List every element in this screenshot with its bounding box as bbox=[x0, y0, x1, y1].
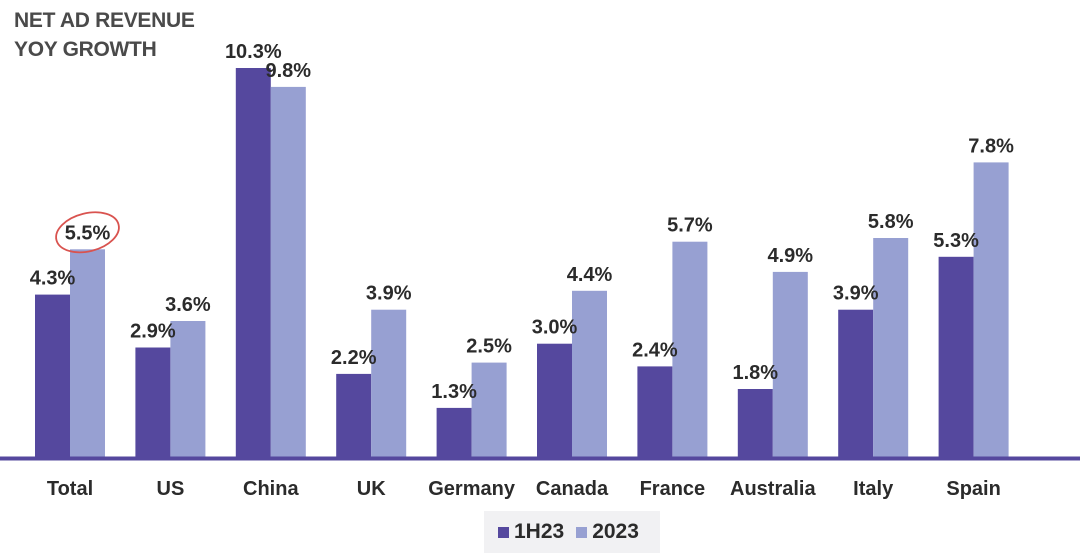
bar-2023-canada bbox=[572, 290, 607, 457]
legend-label-1h23: 1H23 bbox=[514, 520, 565, 543]
data-label-2023-canada: 4.4% bbox=[567, 264, 613, 286]
bar-chart: 4.3% 5.5% 2.9% 3.6% 10.3%9.8% 2.2% 3.9% 1.3% 2.5… bbox=[0, 41, 1080, 500]
bar-1h23-us bbox=[135, 347, 171, 457]
data-labels-layer: 4.3% 5.5% 2.9% 3.6% 10.3%9.8% 2.2% 3.9% 1.3% 2.5… bbox=[30, 41, 1014, 403]
highlight-circle bbox=[55, 211, 120, 254]
data-label-2023-france: 5.7% bbox=[667, 215, 713, 237]
data-label-1h23-italy: 3.9% bbox=[833, 283, 879, 305]
category-label-germany: Germany bbox=[428, 478, 516, 500]
bar-1h23-australia bbox=[737, 389, 773, 457]
bar-2023-spain bbox=[973, 162, 1009, 457]
data-label-1h23-total: 4.3% bbox=[30, 268, 76, 290]
category-label-us: US bbox=[157, 478, 185, 500]
data-label-1h23-us: 2.9% bbox=[130, 321, 176, 343]
bar-2023-total bbox=[70, 249, 105, 457]
bar-1h23-spain bbox=[938, 256, 974, 457]
category-label-france: France bbox=[640, 478, 706, 500]
legend: 1H23 2023 bbox=[484, 511, 660, 553]
bar-2023-china bbox=[270, 86, 306, 458]
data-label-2023-uk: 3.9% bbox=[366, 283, 412, 305]
bar-2023-australia bbox=[772, 271, 808, 457]
category-ticks-layer: Total US China UK Germany Canada France Austral… bbox=[47, 478, 1001, 500]
data-label-2023-china: 9.8% bbox=[266, 60, 312, 82]
category-label-uk: UK bbox=[357, 478, 386, 500]
bar-1h23-total bbox=[35, 294, 70, 457]
data-label-1h23-spain: 5.3% bbox=[933, 230, 979, 252]
legend-swatch-1h23 bbox=[498, 526, 509, 538]
bar-1h23-france bbox=[637, 366, 673, 457]
data-label-1h23-germany: 1.3% bbox=[431, 381, 477, 403]
data-label-1h23-australia: 1.8% bbox=[733, 362, 779, 384]
bar-1h23-canada bbox=[537, 343, 572, 457]
data-label-1h23-canada: 3.0% bbox=[532, 317, 578, 339]
bar-1h23-germany bbox=[436, 407, 472, 457]
bars-layer bbox=[35, 68, 1009, 458]
bar-2023-italy bbox=[873, 238, 909, 457]
data-label-2023-italy: 5.8% bbox=[868, 211, 914, 233]
data-label-2023-total: 5.5% bbox=[65, 222, 111, 244]
category-label-china: China bbox=[243, 478, 299, 500]
data-label-2023-us: 3.6% bbox=[165, 294, 211, 316]
data-label-2023-australia: 4.9% bbox=[768, 245, 814, 267]
category-label-canada: Canada bbox=[536, 478, 609, 500]
bar-2023-germany bbox=[471, 362, 507, 457]
bar-1h23-china bbox=[235, 68, 271, 457]
legend-item-2023: 2023 bbox=[576, 520, 639, 544]
chart-title: NET AD REVENUE YOY GROWTH bbox=[14, 6, 195, 64]
legend-item-1h23: 1H23 bbox=[498, 520, 564, 544]
data-label-2023-germany: 2.5% bbox=[466, 336, 512, 358]
data-label-1h23-china: 10.3% bbox=[225, 41, 282, 63]
legend-swatch-2023 bbox=[576, 526, 588, 538]
bar-1h23-italy bbox=[838, 309, 874, 457]
bar-2023-uk bbox=[371, 309, 407, 457]
data-label-1h23-france: 2.4% bbox=[632, 339, 678, 361]
category-label-italy: Italy bbox=[853, 478, 894, 500]
category-label-australia: Australia bbox=[730, 478, 816, 500]
category-label-total: Total bbox=[47, 478, 93, 500]
bar-1h23-uk bbox=[336, 373, 372, 457]
bar-2023-us bbox=[170, 321, 206, 457]
category-label-spain: Spain bbox=[946, 478, 1000, 500]
data-label-2023-spain: 7.8% bbox=[968, 135, 1014, 157]
bar-2023-france bbox=[672, 241, 708, 457]
legend-label-2023: 2023 bbox=[592, 520, 639, 543]
chart-title-line-1: NET AD REVENUE bbox=[14, 9, 195, 32]
chart-title-line-2: YOY GROWTH bbox=[14, 38, 157, 61]
data-label-1h23-uk: 2.2% bbox=[331, 347, 377, 369]
